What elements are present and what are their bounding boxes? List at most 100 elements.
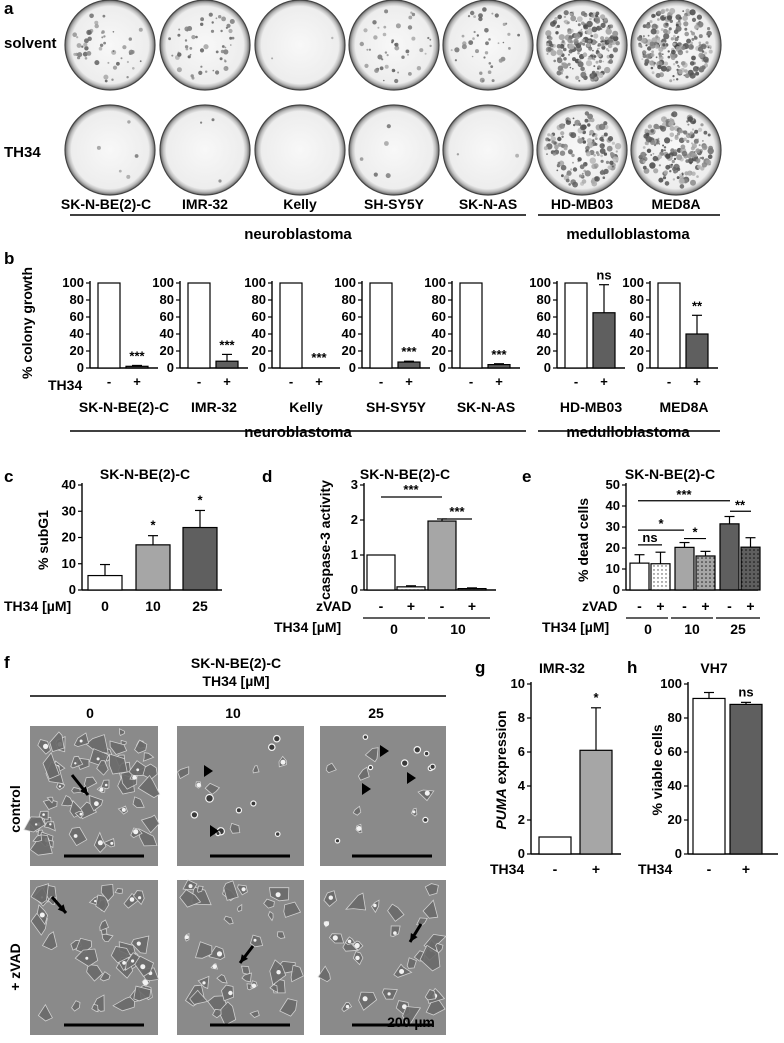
colony [223,49,229,55]
colony [96,145,101,150]
cell [91,1003,99,1013]
colony [224,59,226,61]
colony [568,49,573,54]
colony [374,68,379,73]
colony [429,44,432,48]
colony [678,137,685,144]
colony [682,15,688,21]
x-plus: + [405,374,413,389]
apoptotic-cell [205,793,214,803]
colony [597,52,602,58]
cell-highlight [97,840,103,846]
colony [669,19,673,23]
colony [640,151,647,158]
cell [71,787,82,794]
colony [554,17,558,21]
colony [655,73,661,78]
colony [683,137,687,142]
apoptotic-cell [423,750,430,757]
colony [497,42,500,45]
plate-grid [64,0,722,196]
colony [494,13,499,18]
colony [589,157,596,164]
colony [677,65,681,69]
colony [195,35,198,39]
colony [669,79,673,83]
cell-highlight [202,981,206,985]
colony [671,49,676,55]
bar-th34 [215,360,239,369]
cell-highlight [251,983,257,988]
colony [220,49,225,54]
cell [101,932,114,943]
colony [587,39,591,43]
colony [407,53,409,56]
colony [687,123,690,126]
colony [568,118,571,121]
dose-label-0: 0 [86,705,94,721]
colony [565,119,572,125]
cell [177,766,190,780]
y-tick-label: 0 [77,360,84,375]
colony [211,118,215,122]
colony [488,62,492,65]
panel-e-title: SK-N-BE(2)-C [625,466,715,482]
x-cell-line: IMR-32 [191,399,237,415]
colony [577,138,584,144]
colony [672,42,676,46]
cell-highlight [136,941,141,946]
x-zvad: + [407,598,415,614]
colony [685,159,689,163]
colony [587,119,591,123]
colony [89,13,94,19]
colony [664,181,670,186]
colony [700,66,702,69]
y-tick-label: 20 [432,343,446,358]
colony [685,132,692,139]
panel-h-title: VH7 [700,660,727,676]
colony [203,44,209,50]
colony [221,45,225,48]
cell [132,796,145,808]
y-tick-label: 100 [244,275,266,290]
colony [594,18,601,24]
x-minus: - [197,374,201,389]
colony [675,25,682,32]
colony [609,24,614,29]
x-cell-line: MED8A [659,399,708,415]
colony [384,9,389,14]
micrograph-zvad-0 [30,880,160,1035]
colony [211,21,214,24]
y-tick-label: 4 [518,778,526,793]
micrograph-control-0 [23,726,161,866]
panel-d: d SK-N-BE(2)-C caspase-3 activity 0 1 2 3 - +… [262,466,496,637]
cell [250,934,264,948]
colony [650,28,657,35]
y-tick-label: 100 [622,275,644,290]
colony [481,79,485,82]
x-minus: - [379,374,383,389]
cell [345,892,367,911]
panel-g-letter: g [475,658,485,677]
colony [696,14,703,20]
colony [475,49,479,54]
colony [594,137,598,141]
significance: * [658,516,664,531]
colony [568,43,575,50]
colony [547,47,552,52]
colony [601,40,604,43]
colony [681,45,686,50]
cell [46,796,54,804]
colony [208,12,213,17]
colony [665,8,669,12]
panel-g-title: IMR-32 [539,660,585,676]
cell [208,945,226,960]
colony [691,17,697,22]
colony [600,154,603,158]
micrograph-grid [23,726,447,1035]
colony [646,148,652,153]
y-tick-label: 0 [349,360,356,375]
bar-solvent [279,282,303,369]
cell-highlight [85,956,89,960]
cell-highlight [136,768,140,772]
